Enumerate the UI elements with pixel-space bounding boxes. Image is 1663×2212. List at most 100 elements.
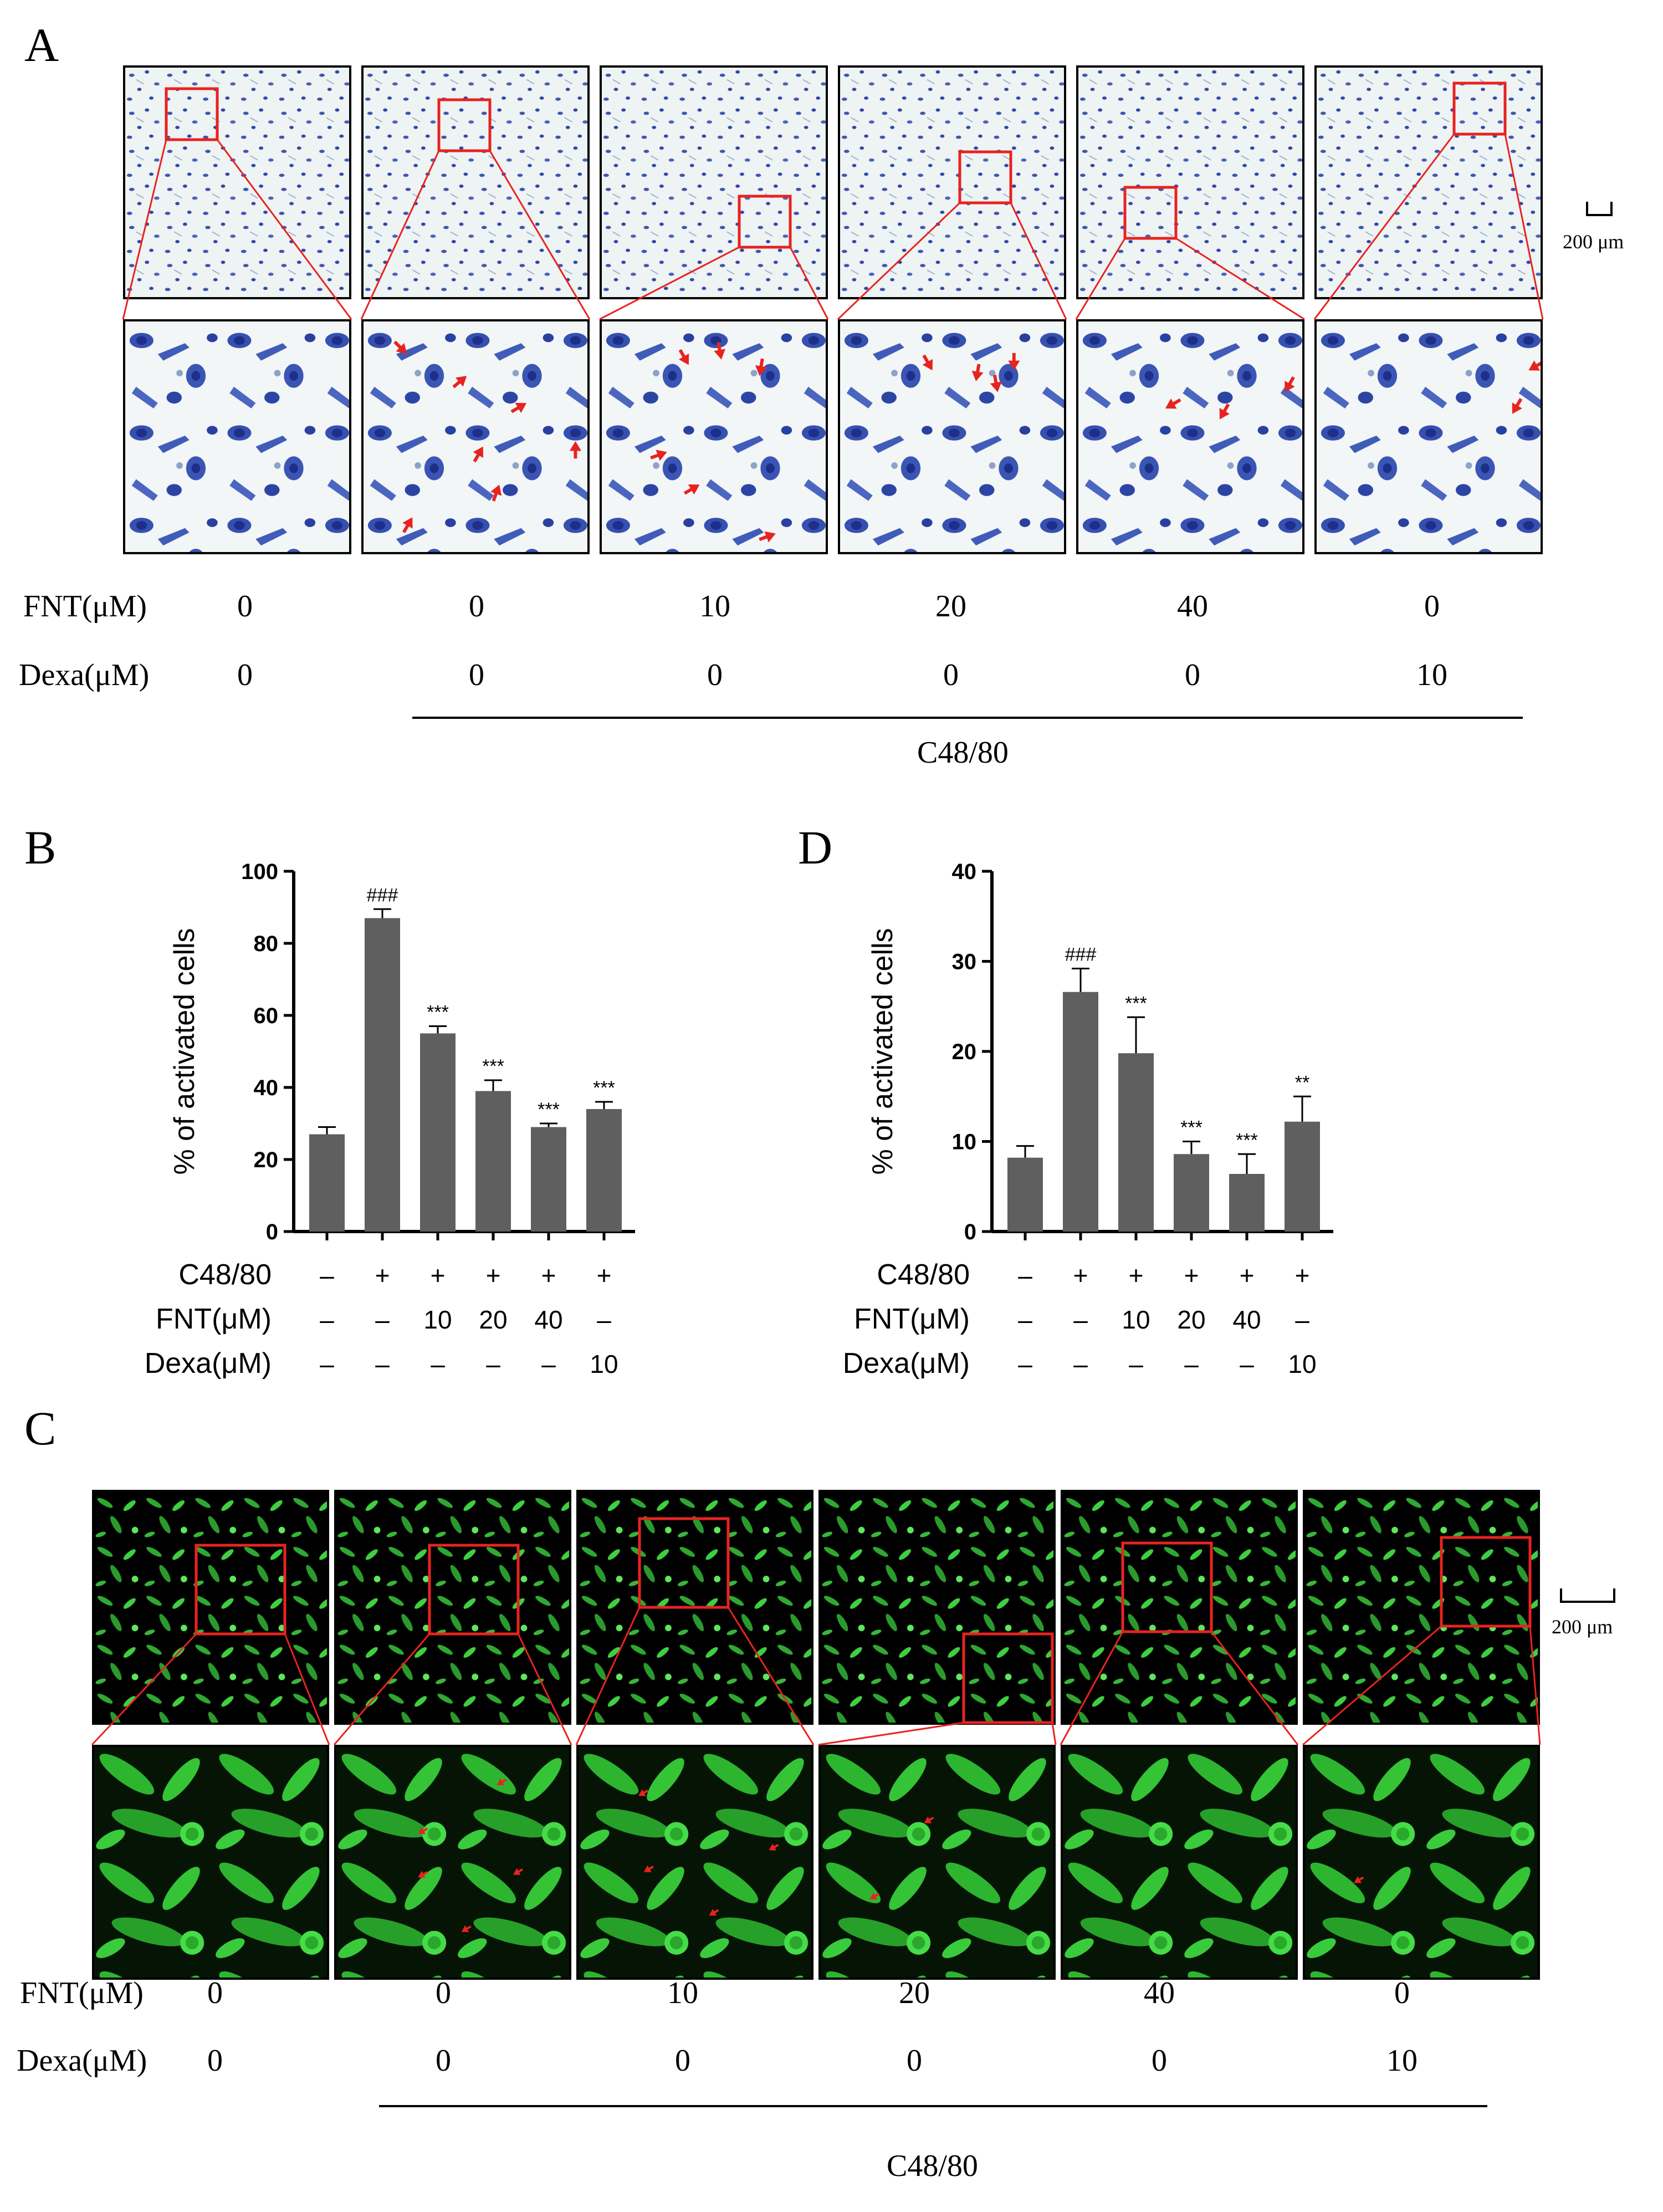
- red-arrow-icon: [683, 484, 700, 495]
- scale-label-a: 200 μm: [1563, 231, 1624, 253]
- dexa-value-a: 0: [237, 658, 253, 692]
- condition-value: +: [1129, 1261, 1144, 1290]
- error-bar: [1293, 1095, 1311, 1122]
- error-bar: [595, 1101, 613, 1109]
- condition-row-label: Dexa(μM): [843, 1347, 970, 1380]
- condition-value: –: [1073, 1350, 1088, 1378]
- red-arrow-icon: [678, 349, 689, 365]
- condition-value: –: [320, 1350, 334, 1378]
- bar: [1118, 1053, 1154, 1232]
- scale-label-c: 200 μm: [1552, 1616, 1613, 1638]
- condition-value: 40: [1232, 1305, 1261, 1334]
- dexa-value-c: 0: [436, 2044, 451, 2078]
- y-axis: 0 10 20 30 40: [952, 860, 994, 1244]
- significance-label: ***: [1236, 1130, 1258, 1151]
- condition-value: +: [1240, 1261, 1255, 1290]
- panel-a-micrograph-magnified: [361, 319, 590, 554]
- panel-a-micrograph-magnified: [600, 319, 828, 554]
- condition-value: –: [1240, 1350, 1254, 1378]
- dexa-value-a: 0: [707, 658, 723, 692]
- red-arrow-icon: [1512, 398, 1523, 414]
- red-arrow-icon: [924, 1816, 934, 1823]
- error-bar: [1072, 968, 1089, 992]
- condition-value: 10: [590, 1350, 618, 1378]
- condition-value: +: [1184, 1261, 1199, 1290]
- error-bar: [540, 1122, 557, 1127]
- red-arrow-icon: [759, 531, 776, 543]
- bar: [475, 1091, 511, 1232]
- dexa-value-c: 10: [1386, 2044, 1418, 2078]
- condition-value: +: [375, 1261, 390, 1290]
- treatment-line-a: [412, 717, 1523, 719]
- red-arrow-icon: [513, 1868, 523, 1875]
- panel-a-micrograph-overview: [1314, 65, 1543, 299]
- y-tick-label: 0: [964, 1220, 976, 1244]
- red-arrow-icon: [461, 1925, 472, 1932]
- condition-row-label: FNT(μM): [156, 1303, 272, 1335]
- condition-value: 40: [534, 1305, 562, 1334]
- red-arrow-icon: [922, 354, 933, 371]
- panel-c-micrograph-overview: [818, 1490, 1056, 1725]
- red-arrow-icon: [402, 517, 413, 533]
- red-arrow-icon: [473, 446, 484, 463]
- panel-c-micrograph-magnified: [334, 1745, 571, 1980]
- condition-value: +: [431, 1261, 446, 1290]
- y-tick-label: 0: [266, 1220, 278, 1244]
- error-bar: [429, 1025, 447, 1034]
- fnt-value-c: 20: [899, 1976, 930, 2010]
- dexa-label-a: Dexa(μM): [19, 658, 150, 692]
- red-arrow-icon: [393, 340, 407, 354]
- treatment-label-c: C48/80: [887, 2149, 978, 2183]
- y-axis-title: % of activated cells: [168, 928, 201, 1174]
- error-bar: [1016, 1145, 1034, 1158]
- fnt-value-a: 0: [237, 589, 253, 624]
- y-axis: 0 20 40 60 80 100: [241, 860, 295, 1244]
- fnt-value-a: 20: [935, 589, 966, 624]
- treatment-line-c: [379, 2105, 1487, 2107]
- condition-value: –: [1018, 1305, 1032, 1334]
- condition-value: –: [375, 1305, 390, 1334]
- panel-a-micrograph-magnified: [1076, 319, 1304, 554]
- y-tick-label: 80: [254, 932, 279, 956]
- dexa-value-c: 0: [675, 2044, 690, 2078]
- y-tick-label: 40: [952, 860, 977, 884]
- panel-label-b: B: [24, 821, 57, 874]
- condition-row-label: Dexa(μM): [145, 1347, 272, 1380]
- panel-label-d: D: [798, 821, 833, 874]
- condition-value: –: [1018, 1350, 1032, 1378]
- fnt-value-a: 40: [1177, 589, 1208, 624]
- significance-label: **: [1295, 1072, 1309, 1093]
- red-arrow-icon: [1008, 353, 1020, 371]
- significance-label: ***: [427, 1002, 449, 1023]
- condition-value: –: [1184, 1350, 1199, 1378]
- fnt-label-a: FNT(μM): [23, 589, 147, 624]
- significance-label: ***: [482, 1056, 504, 1077]
- red-arrow-icon: [1285, 376, 1295, 392]
- red-arrow-icon: [869, 1892, 880, 1899]
- fnt-value-a: 0: [469, 589, 484, 624]
- condition-value: +: [1295, 1261, 1310, 1290]
- dexa-value-a: 0: [469, 658, 484, 692]
- condition-row-label: C48/80: [178, 1259, 272, 1291]
- red-arrow-icon: [638, 1789, 648, 1796]
- y-tick-label: 10: [952, 1130, 977, 1154]
- dexa-value-c: 0: [907, 2044, 922, 2078]
- condition-value: –: [1018, 1261, 1032, 1290]
- red-arrow-icon: [418, 1827, 428, 1835]
- y-tick-label: 20: [952, 1040, 977, 1064]
- bar: [531, 1127, 566, 1232]
- significance-label: ***: [538, 1099, 560, 1120]
- fnt-value-c: 40: [1144, 1976, 1175, 2010]
- error-bar: [318, 1126, 336, 1135]
- red-arrow-icon: [643, 1865, 654, 1872]
- panel-label-c: C: [24, 1402, 57, 1455]
- red-arrow-icon: [490, 484, 502, 502]
- scale-bar-a: [1586, 202, 1613, 216]
- panel-a-micrograph-magnified: [1314, 319, 1543, 554]
- y-tick-label: 60: [254, 1004, 279, 1028]
- bar-chart-b: % of activated cells 0 20 40 60 80 100 ### *** **…: [145, 860, 635, 1380]
- panel-a-micrograph-overview: [361, 65, 590, 299]
- panel-a-micrograph-magnified: [838, 319, 1066, 554]
- condition-value: –: [1073, 1305, 1088, 1334]
- condition-value: –: [1129, 1350, 1143, 1378]
